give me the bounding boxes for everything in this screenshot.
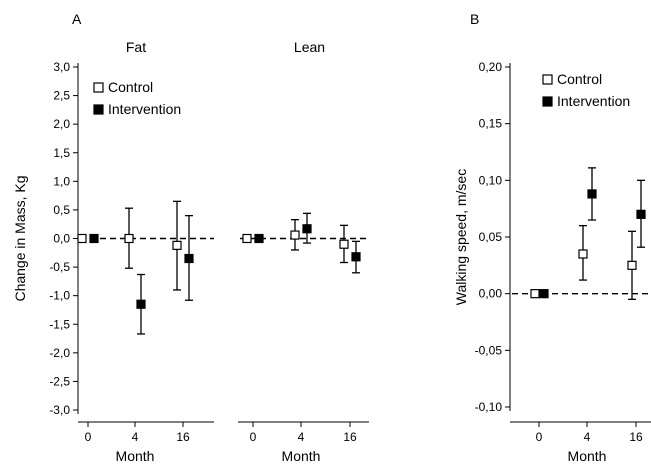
panel-a-ytick-label: -3,0 xyxy=(49,403,70,417)
panel-a-letter: A xyxy=(72,11,82,27)
panel-a-lean-xtick-label: 16 xyxy=(343,430,357,444)
panel-a-lean-x-axis-label: Month xyxy=(282,448,321,464)
panel-a-ytick-label: 1,5 xyxy=(53,146,70,160)
panel-a-legend-label-control: Control xyxy=(108,79,153,95)
panel-a-legend-marker-control xyxy=(93,82,104,93)
panel-a-fat-control-point xyxy=(172,240,182,250)
panel-a-fat-xtick-label: 16 xyxy=(176,430,190,444)
panel-b-ytick-label: 0,00 xyxy=(479,287,503,301)
panel-a-lean-title: Lean xyxy=(294,39,325,55)
panel-a-legend-marker-intervention xyxy=(93,104,104,115)
panel-a-fat-control-point xyxy=(77,233,87,244)
panel-a-fat-intervention-point xyxy=(184,253,194,264)
panel-b-xtick-label: 0 xyxy=(536,430,543,444)
panel-b-y-axis-label: Walking speed, m/sec xyxy=(453,169,469,305)
panel-a-ytick-label: 0,0 xyxy=(53,232,70,246)
panel-b-xtick-label: 4 xyxy=(584,430,591,444)
panel-b-control-point xyxy=(578,249,588,259)
panel-b-legend-label-intervention: Intervention xyxy=(557,93,630,109)
panel-b-legend-label-control: Control xyxy=(557,71,602,87)
panel-b-x-axis-label: Month xyxy=(568,448,607,464)
panel-b-ytick-label: -0,05 xyxy=(475,343,503,357)
panel-a-lean-intervention-point xyxy=(351,252,361,262)
panel-b-ytick-label: 0,15 xyxy=(479,117,503,131)
panel-b-ytick-label: -0,10 xyxy=(475,400,503,414)
panel-a-ytick-label: 2,0 xyxy=(53,117,70,131)
panel-a-lean-control-point xyxy=(290,230,300,240)
panel-a-fat-intervention-point xyxy=(136,299,146,309)
panel-b-intervention-point xyxy=(539,289,549,299)
panel-a-lean-intervention-point xyxy=(302,224,312,234)
panel-b-ytick-label: 0,10 xyxy=(479,173,503,187)
panel-a-fat-xtick-label: 4 xyxy=(132,430,139,444)
panel-a-ytick-label: 0,5 xyxy=(53,203,70,217)
panel-a-lean-xtick-label: 4 xyxy=(298,430,305,444)
panel-a-ytick-label: -1,5 xyxy=(49,317,70,331)
panel-b-ytick-label: 0,20 xyxy=(479,60,503,74)
panel-b-letter: B xyxy=(470,11,479,27)
panel-b-legend-marker-intervention xyxy=(542,96,553,107)
panel-a-ytick-label: -0,5 xyxy=(49,260,70,274)
panel-a-ytick-label: -2,0 xyxy=(49,346,70,360)
panel-a-fat-control-point xyxy=(124,233,134,244)
panel-a-ytick-label: 2,5 xyxy=(53,89,70,103)
panel-b-intervention-point xyxy=(636,209,646,219)
panel-b-xtick-label: 16 xyxy=(629,430,643,444)
panel-a-fat-intervention-point xyxy=(89,233,99,244)
panel-a-lean-xtick-label: 0 xyxy=(250,430,257,444)
panel-a-y-axis-label: Change in Mass, Kg xyxy=(12,175,28,301)
panel-a-fat-x-axis-label: Month xyxy=(116,448,155,464)
panel-a-ytick-label: 3,0 xyxy=(53,60,70,74)
panel-a-ytick-label: -2,5 xyxy=(49,374,70,388)
panel-a-lean-intervention-point xyxy=(254,233,264,244)
panel-a-legend-label-intervention: Intervention xyxy=(108,101,181,117)
panel-a-lean-control-point xyxy=(242,233,252,244)
panel-b-control-point xyxy=(627,260,637,270)
panel-b-control-point xyxy=(530,289,540,299)
panel-a-ytick-label: -1,0 xyxy=(49,289,70,303)
panel-a-fat-xtick-label: 0 xyxy=(85,430,92,444)
panel-a-fat-title: Fat xyxy=(126,39,146,55)
panel-a-lean-control-point xyxy=(339,239,349,249)
panel-b-ytick-label: 0,05 xyxy=(479,230,503,244)
panel-a-ytick-label: 1,0 xyxy=(53,174,70,188)
panel-b-legend-marker-control xyxy=(542,74,553,85)
panel-b-intervention-point xyxy=(587,189,597,199)
